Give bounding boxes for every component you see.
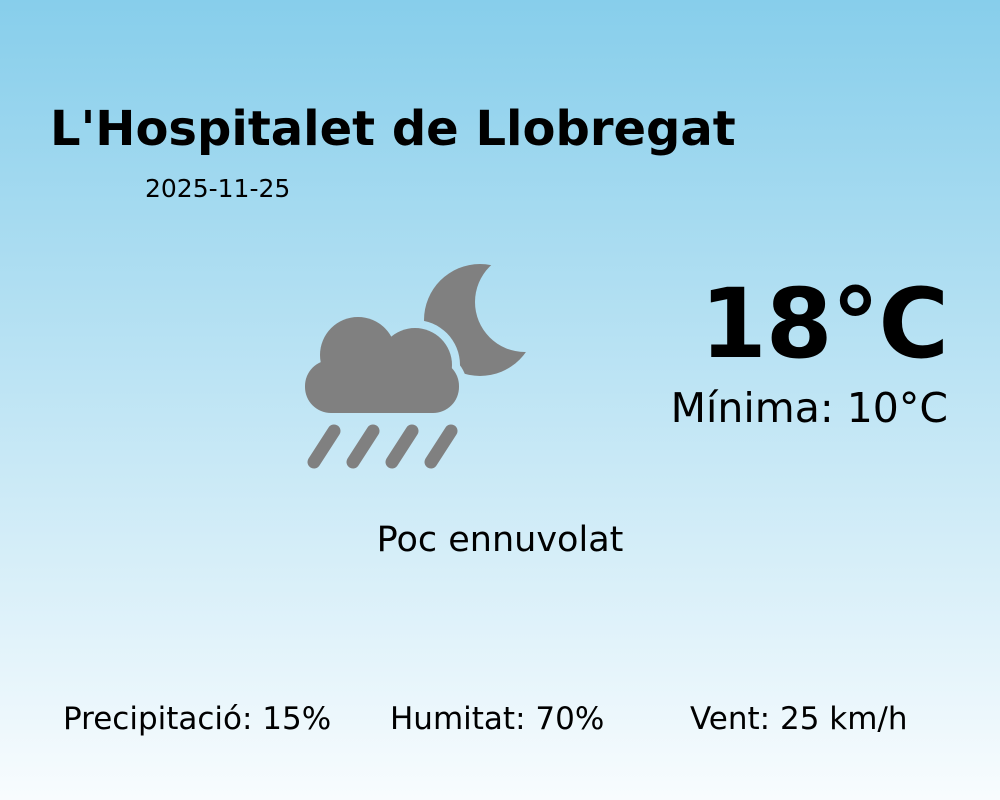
condition-text: Poc ennuvolat xyxy=(376,520,624,560)
stats-row: Precipitació: 15% Humitat: 70% Vent: 25 … xyxy=(0,704,1000,744)
temperature-value: 18°C xyxy=(699,268,949,380)
date-label: 2025-11-25 xyxy=(145,174,291,203)
precipitation-stat: Precipitació: 15% xyxy=(63,701,332,737)
wind-stat: Vent: 25 km/h xyxy=(690,701,908,737)
rain-drops xyxy=(307,424,458,469)
moon-shape xyxy=(424,264,536,376)
cloud-shape xyxy=(305,317,459,413)
page-title: L'Hospitalet de Llobregat xyxy=(50,101,736,157)
humidity-stat: Humitat: 70% xyxy=(390,701,605,737)
cloud-moon-rain-icon xyxy=(305,264,536,469)
minimum-temperature: Mínima: 10°C xyxy=(670,384,948,432)
